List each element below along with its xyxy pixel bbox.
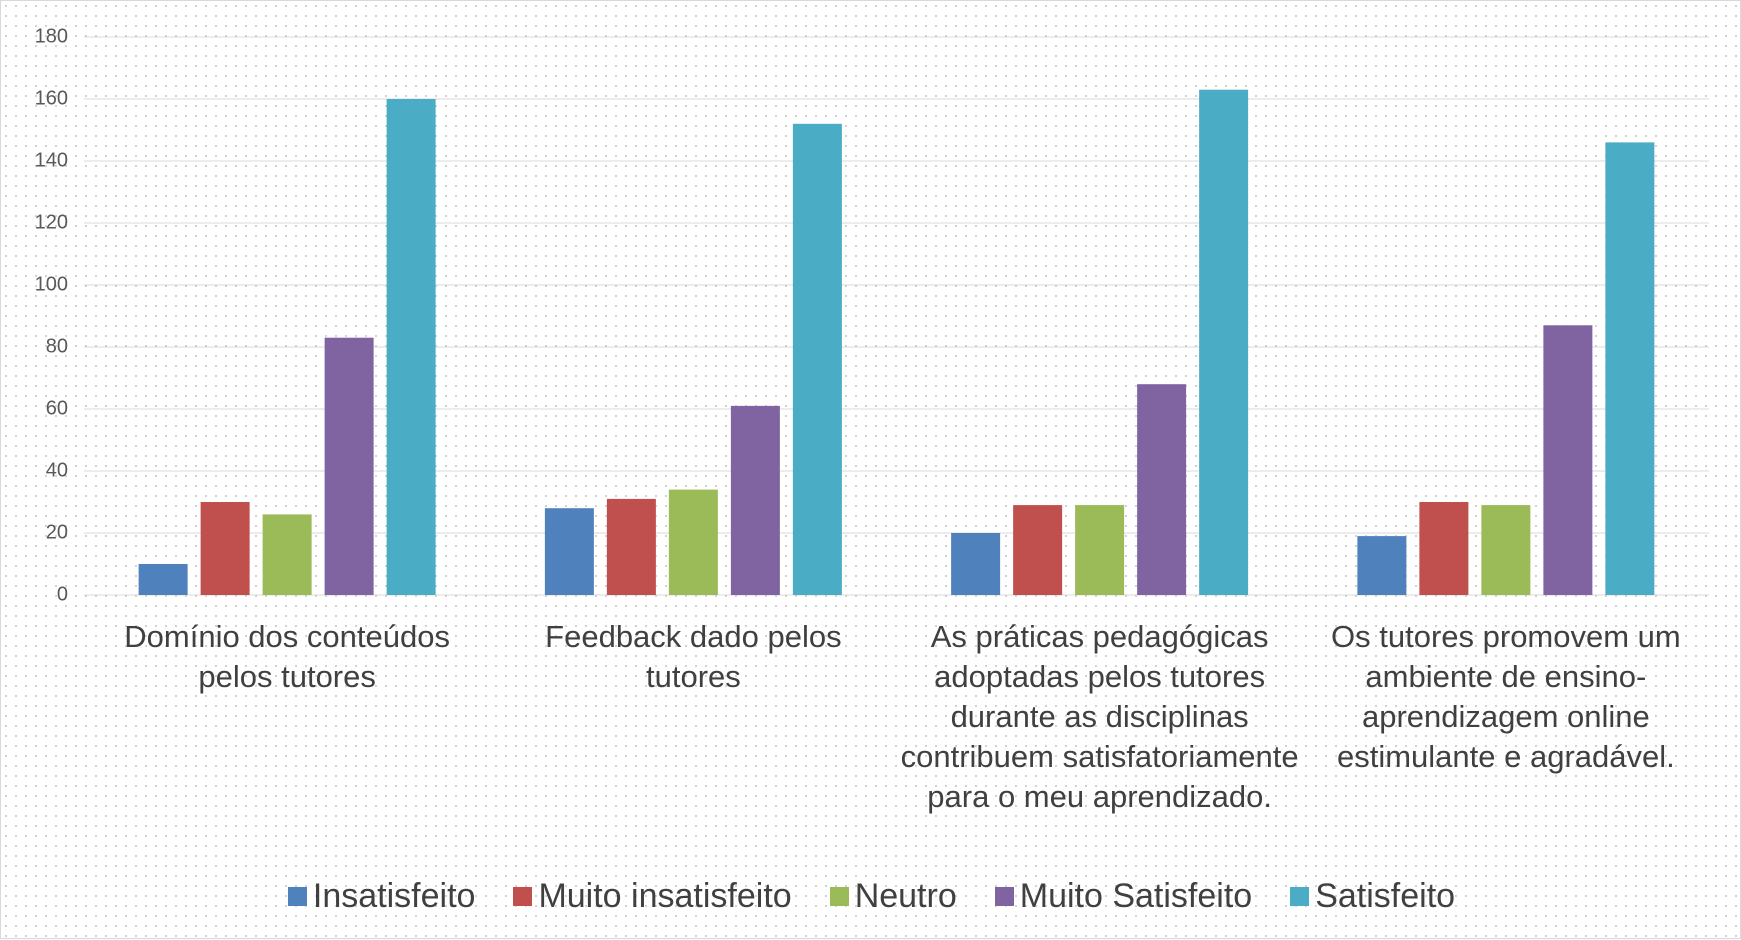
- legend-swatch: [994, 887, 1014, 906]
- y-tick-label: 160: [35, 87, 68, 109]
- legend-swatch: [287, 887, 307, 906]
- bar: [606, 498, 656, 595]
- y-tick-label: 0: [57, 583, 68, 605]
- legend-item: Muito insatisfeito: [513, 877, 792, 916]
- bar: [1199, 89, 1249, 595]
- bar: [200, 502, 250, 595]
- legend-label: Muito insatisfeito: [538, 877, 792, 915]
- x-tick-label: Feedback dado pelos tutores: [545, 619, 842, 694]
- legend-item: Satisfeito: [1290, 877, 1455, 916]
- x-tick-label: Os tutores promovem um ambiente de ensin…: [1331, 619, 1681, 774]
- legend-item: Muito Satisfeito: [994, 877, 1253, 916]
- bar: [730, 405, 780, 595]
- legend-swatch: [1290, 887, 1310, 906]
- bar: [324, 337, 374, 595]
- bar: [138, 564, 188, 595]
- bar: [262, 514, 312, 595]
- bar: [668, 489, 718, 595]
- y-tick-label: 120: [35, 211, 68, 233]
- y-tick-label: 100: [35, 273, 68, 295]
- bar: [1013, 505, 1063, 595]
- legend-item: Neutro: [829, 877, 957, 916]
- y-tick-label: 80: [46, 335, 68, 357]
- legend-label: Insatisfeito: [312, 877, 476, 915]
- x-tick-label: Domínio dos conteúdos pelos tutores: [124, 619, 450, 694]
- legend-swatch: [513, 887, 533, 906]
- x-tick-label: As práticas pedagógicas adoptadas pelos …: [900, 619, 1299, 814]
- y-tick-label: 140: [35, 149, 68, 171]
- bar: [1075, 505, 1125, 595]
- legend-swatch: [829, 887, 849, 906]
- bar: [792, 123, 842, 596]
- y-tick-label: 20: [46, 521, 68, 543]
- legend-item: Insatisfeito: [287, 877, 476, 916]
- legend-label: Muito Satisfeito: [1019, 877, 1253, 915]
- bar: [1357, 536, 1407, 595]
- bar: [1419, 502, 1469, 595]
- bar: [1543, 325, 1593, 595]
- bar: [544, 508, 594, 595]
- legend: Insatisfeito Muito insatisfeito Neutro Muit…: [1, 877, 1741, 916]
- legend-label: Satisfeito: [1315, 877, 1456, 915]
- bar: [1137, 384, 1187, 595]
- bar: [1605, 142, 1655, 595]
- bar: [1481, 505, 1531, 595]
- y-tick-label: 60: [46, 397, 68, 419]
- bar: [386, 99, 436, 595]
- y-tick-label: 180: [35, 25, 68, 47]
- legend-label: Neutro: [854, 877, 957, 915]
- y-tick-label: 40: [46, 459, 68, 481]
- bar: [951, 533, 1001, 595]
